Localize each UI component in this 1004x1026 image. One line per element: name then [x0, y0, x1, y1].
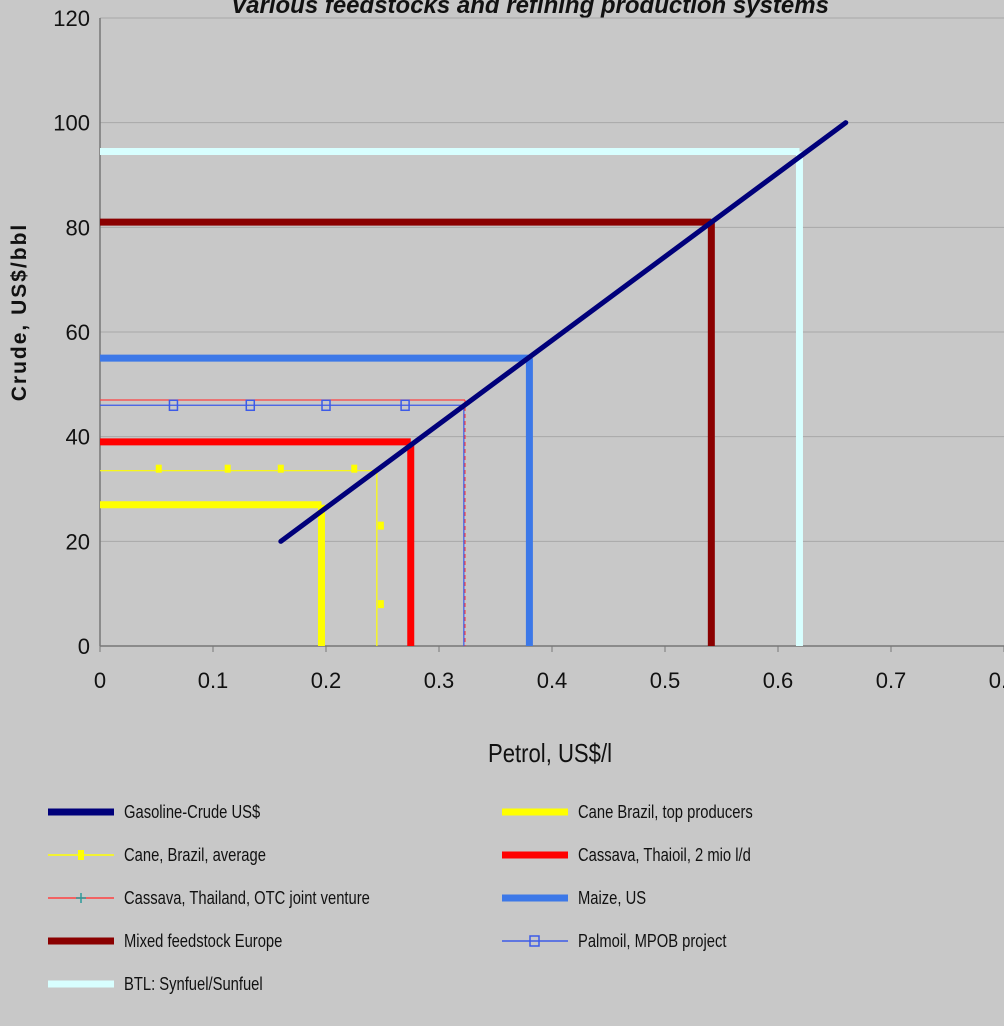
- series-marker-palmoil-mpob-project: [400, 399, 410, 412]
- x-tick-label: 0: [94, 668, 106, 693]
- series-marker-cane-brazil-average: [224, 464, 231, 473]
- legend-left: Gasoline-Crude US$ Cane, Brazil, average C…: [46, 800, 466, 1020]
- legend-item: BTL: Synfuel/Sunfuel: [46, 972, 466, 996]
- legend-swatch: [48, 937, 114, 945]
- legend-item: Cane, Brazil, average: [46, 843, 466, 867]
- x-tick-label: 0.4: [537, 668, 568, 693]
- legend-item: Cassava, Thailand, OTC joint venture: [46, 886, 466, 910]
- legend-item: Maize, US: [500, 886, 920, 910]
- y-tick-label: 80: [66, 215, 90, 240]
- series-marker-palmoil-mpob-project: [168, 399, 179, 412]
- series-marker-palmoil-mpob-project: [245, 399, 256, 412]
- legend-item: Cassava, Thaioil, 2 mio l/d: [500, 843, 920, 867]
- y-tick-label: 60: [66, 320, 90, 345]
- legend-marker: [529, 935, 540, 947]
- legend-swatch: [502, 935, 568, 947]
- gasoline-crude-line: [278, 120, 849, 544]
- legend-swatch: [502, 894, 568, 902]
- legend-item: Palmoil, MPOB project: [500, 929, 920, 953]
- series-marker-cane-brazil-average: [351, 464, 358, 473]
- x-tick-label: 0.3: [424, 668, 455, 693]
- legend-swatch: [48, 893, 114, 903]
- series-marker-cane-brazil-average: [377, 521, 384, 530]
- series-marker-cane-brazil-average: [377, 600, 384, 609]
- legend-item: Cane Brazil, top producers: [500, 800, 920, 824]
- x-tick-label: 0.7: [876, 668, 907, 693]
- x-tick-label: 0.8: [989, 668, 1004, 693]
- y-tick-label: 20: [66, 529, 90, 554]
- legend-swatch: [502, 851, 568, 859]
- y-axis-label: Crude, US$/bbl: [8, 222, 31, 402]
- legend-swatch: [48, 980, 114, 988]
- legend-label: Mixed feedstock Europe: [124, 931, 283, 951]
- legend-label: Cane, Brazil, average: [124, 845, 266, 865]
- legend-item: Gasoline-Crude US$: [46, 800, 466, 824]
- legend-label: Maize, US: [578, 888, 647, 908]
- legend-label: Gasoline-Crude US$: [124, 802, 261, 822]
- legend-label: Cane Brazil, top producers: [578, 802, 753, 822]
- plot-area: 0 20 40 60 80 100 120 0 0.1 0.2 0.3 0.4 0.5 0.6 0.7 0.8: [53, 6, 1004, 693]
- y-tick-label: 120: [53, 6, 90, 31]
- legend-swatch: [502, 808, 568, 816]
- legend-swatch: [48, 850, 114, 860]
- x-tick-label: 0.5: [650, 668, 681, 693]
- chart-title: Various feedstocks and refining producti…: [231, 0, 829, 19]
- y-tick-label: 0: [78, 634, 90, 659]
- x-tick-label: 0.2: [311, 668, 342, 693]
- x-axis-label: Petrol, US$/l: [487, 738, 613, 768]
- legend-label: Cassava, Thailand, OTC joint venture: [124, 888, 370, 908]
- legend-label: Cassava, Thaioil, 2 mio l/d: [578, 845, 751, 865]
- y-tick-label: 100: [53, 111, 90, 136]
- series-marker-palmoil-mpob-project: [321, 399, 331, 412]
- x-tick-label: 0.6: [763, 668, 794, 693]
- series-marker-cane-brazil-average: [155, 464, 162, 473]
- legend-marker: [78, 850, 84, 860]
- legend-label: BTL: Synfuel/Sunfuel: [124, 974, 263, 994]
- x-tick-label: 0.1: [198, 668, 229, 693]
- legend-right: Cane Brazil, top producers Cassava, Thaio…: [500, 800, 920, 960]
- legend-swatch: [48, 808, 114, 816]
- y-tick-label: 40: [66, 425, 90, 450]
- legend-item: Mixed feedstock Europe: [46, 929, 466, 953]
- legend-label: Palmoil, MPOB project: [578, 931, 727, 951]
- series-marker-cane-brazil-average: [277, 464, 284, 473]
